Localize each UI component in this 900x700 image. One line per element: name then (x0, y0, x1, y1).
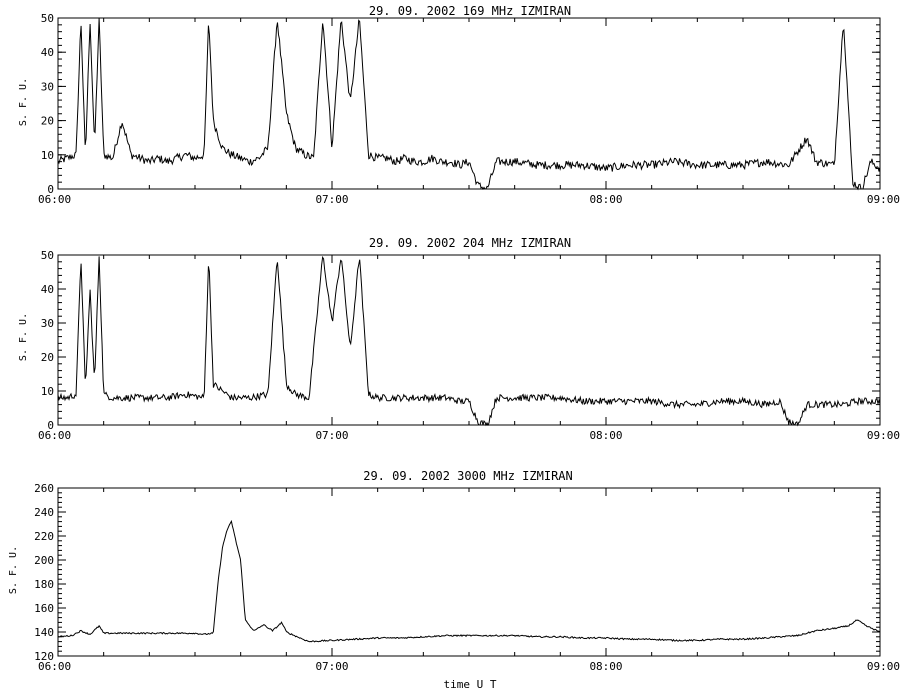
y-tick-label: 10 (41, 385, 54, 398)
plot-frame (57, 254, 881, 426)
chart-title: 29. 09. 2002 204 MHz IZMIRAN (369, 236, 571, 250)
chart-169mhz: 29. 09. 2002 169 MHz IZMIRAN S. F. U. 0 1… (18, 4, 900, 206)
chart-204mhz: 29. 09. 2002 204 MHz IZMIRAN S. F. U. 0 1… (18, 236, 900, 442)
y-tick-label: 220 (34, 530, 54, 543)
x-axis-label: time U T (444, 678, 497, 691)
y-tick-label: 30 (41, 80, 54, 93)
y-axis-label: S. F. U. (18, 313, 29, 361)
y-tick-label: 0 (47, 183, 54, 196)
y-tick-label: 240 (34, 506, 54, 519)
x-tick-label: 07:00 (315, 193, 348, 206)
y-tick-label: 20 (41, 351, 54, 364)
y-tick-label: 120 (34, 650, 54, 663)
x-tick-label: 07:00 (315, 660, 348, 673)
x-tick-label: 06:00 (38, 660, 71, 673)
chart-3000mhz: 29. 09. 2002 3000 MHz IZMIRAN S. F. U. 1… (8, 469, 900, 691)
y-tick-label: 40 (41, 283, 54, 296)
x-tick-label: 07:00 (315, 429, 348, 442)
x-tick-label: 08:00 (589, 193, 622, 206)
y-tick-label: 160 (34, 602, 54, 615)
y-tick-label: 10 (41, 149, 54, 162)
x-tick-label: 08:00 (589, 660, 622, 673)
y-tick-label: 50 (41, 249, 54, 262)
y-tick-label: 260 (34, 482, 54, 495)
y-tick-label: 140 (34, 626, 54, 639)
y-tick-label: 30 (41, 317, 54, 330)
y-tick-label: 50 (41, 12, 54, 25)
series-line-169mhz (57, 17, 881, 191)
x-tick-label: 09:00 (867, 660, 900, 673)
y-tick-label: 20 (41, 115, 54, 128)
series-line-3000mhz (57, 519, 881, 643)
chart-title: 29. 09. 2002 169 MHz IZMIRAN (369, 4, 571, 18)
y-tick-label: 180 (34, 578, 54, 591)
x-tick-label: 09:00 (867, 429, 900, 442)
x-tick-label: 09:00 (867, 193, 900, 206)
x-tick-label: 08:00 (589, 429, 622, 442)
y-tick-label: 0 (47, 419, 54, 432)
y-axis-label: S. F. U. (18, 78, 29, 126)
plot-frame (57, 487, 881, 657)
y-tick-label: 40 (41, 46, 54, 59)
series-line-204mhz (57, 255, 881, 427)
chart-title: 29. 09. 2002 3000 MHz IZMIRAN (363, 469, 573, 483)
x-tick-label: 06:00 (38, 193, 71, 206)
y-tick-label: 200 (34, 554, 54, 567)
x-tick-label: 06:00 (38, 429, 71, 442)
y-axis-label: S. F. U. (8, 546, 19, 594)
